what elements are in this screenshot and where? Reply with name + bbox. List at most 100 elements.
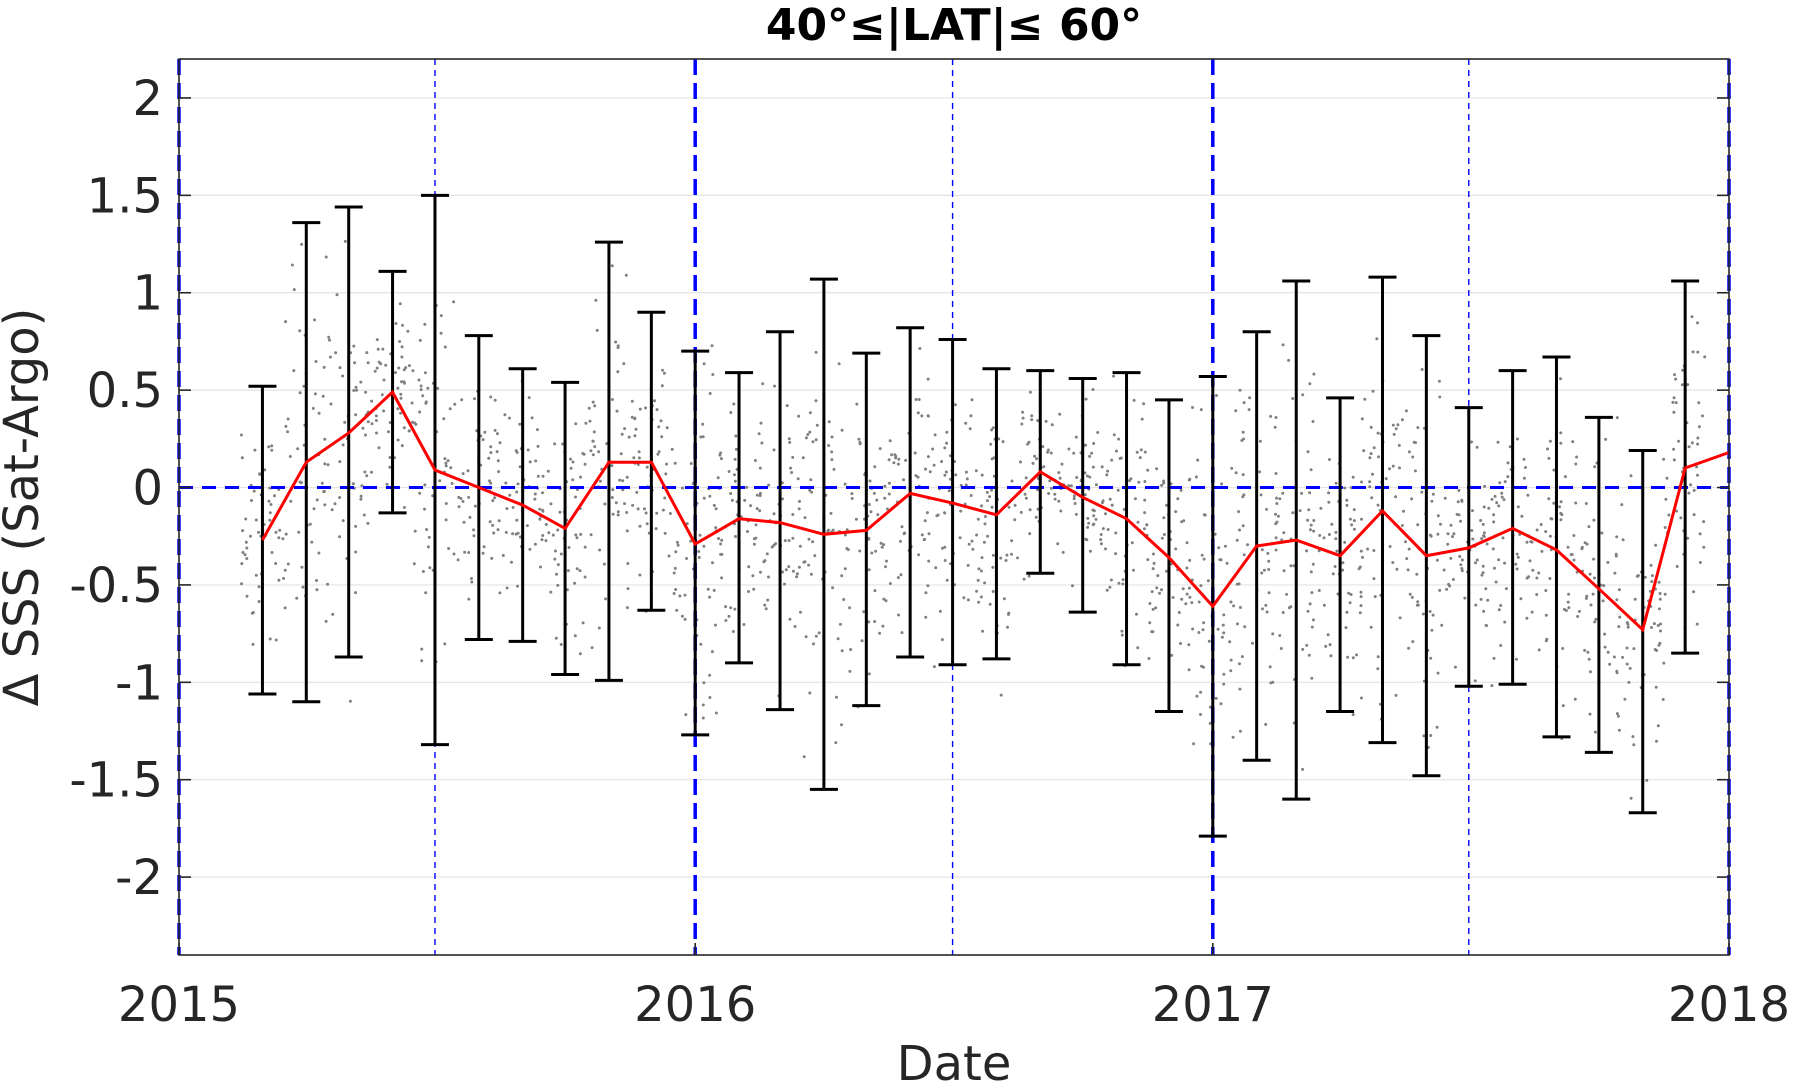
scatter-point bbox=[1655, 649, 1659, 652]
scatter-point bbox=[1099, 533, 1103, 536]
scatter-point bbox=[625, 511, 629, 514]
x-tick-label: 2016 bbox=[634, 977, 756, 1033]
scatter-point bbox=[1042, 465, 1046, 469]
scatter-point bbox=[1109, 578, 1113, 582]
scatter-point bbox=[610, 398, 614, 401]
scatter-point bbox=[1547, 456, 1551, 460]
scatter-point bbox=[1408, 592, 1412, 596]
scatter-point bbox=[1327, 458, 1331, 461]
scatter-point bbox=[1232, 604, 1236, 608]
scatter-point bbox=[672, 571, 676, 575]
scatter-point bbox=[767, 483, 771, 487]
scatter-point bbox=[322, 365, 326, 369]
scatter-point bbox=[614, 340, 618, 344]
scatter-point bbox=[1309, 523, 1313, 527]
scatter-point bbox=[917, 553, 921, 557]
scatter-point bbox=[574, 422, 578, 426]
scatter-point bbox=[444, 464, 448, 468]
scatter-point bbox=[1588, 712, 1592, 716]
scatter-point bbox=[1535, 593, 1539, 596]
scatter-point bbox=[418, 338, 422, 342]
scatter-point bbox=[571, 478, 575, 482]
scatter-point bbox=[1024, 496, 1028, 500]
scatter-point bbox=[1119, 456, 1123, 460]
scatter-point bbox=[284, 424, 288, 428]
scatter-point bbox=[1106, 469, 1110, 473]
scatter-point bbox=[268, 518, 272, 522]
scatter-point bbox=[1030, 414, 1034, 418]
y-tick-label: -2 bbox=[115, 850, 163, 906]
scatter-point bbox=[1369, 452, 1373, 456]
scatter-point bbox=[496, 528, 500, 532]
scatter-point bbox=[1549, 517, 1553, 521]
scatter-point bbox=[379, 362, 383, 366]
scatter-point bbox=[1567, 592, 1571, 596]
scatter-point bbox=[489, 481, 493, 485]
scatter-point bbox=[377, 446, 381, 450]
scatter-point bbox=[953, 403, 957, 407]
scatter-point bbox=[364, 433, 367, 437]
scatter-point bbox=[734, 535, 737, 538]
scatter-point bbox=[302, 384, 306, 388]
scatter-point bbox=[760, 441, 764, 445]
scatter-point bbox=[967, 542, 971, 546]
scatter-point bbox=[712, 503, 716, 507]
scatter-point bbox=[583, 575, 587, 579]
scatter-point bbox=[764, 607, 768, 611]
scatter-point bbox=[1574, 501, 1578, 505]
scatter-point bbox=[1259, 493, 1263, 497]
scatter-point bbox=[1156, 574, 1160, 578]
scatter-point bbox=[1335, 549, 1339, 553]
scatter-point bbox=[1525, 616, 1529, 620]
scatter-point bbox=[838, 622, 842, 626]
scatter-point bbox=[597, 626, 601, 630]
scatter-point bbox=[1672, 447, 1676, 451]
scatter-point bbox=[1002, 597, 1006, 601]
scatter-point bbox=[1034, 515, 1038, 519]
scatter-point bbox=[1346, 655, 1350, 659]
scatter-point bbox=[1333, 565, 1337, 568]
scatter-point bbox=[1143, 498, 1147, 502]
scatter-point bbox=[1028, 508, 1032, 512]
scatter-point bbox=[1516, 555, 1520, 559]
scatter-point bbox=[633, 417, 637, 421]
scatter-point bbox=[505, 586, 509, 590]
scatter-point bbox=[1559, 441, 1563, 445]
scatter-point bbox=[1182, 519, 1186, 523]
scatter-point bbox=[811, 440, 815, 444]
scatter-point bbox=[1486, 598, 1490, 602]
scatter-point bbox=[286, 430, 290, 434]
scatter-point bbox=[1702, 545, 1706, 549]
mean-line-group bbox=[261, 389, 1730, 633]
scatter-point bbox=[571, 460, 575, 464]
scatter-point bbox=[534, 459, 538, 463]
scatter-point bbox=[315, 579, 318, 582]
scatter-point bbox=[1322, 536, 1326, 540]
scatter-point bbox=[328, 355, 332, 359]
scatter-point bbox=[1241, 524, 1245, 528]
scatter-point bbox=[424, 400, 428, 404]
scatter-point bbox=[979, 595, 983, 599]
scatter-point bbox=[556, 583, 560, 587]
scatter-point bbox=[1104, 547, 1107, 551]
scatter-point bbox=[551, 533, 555, 537]
scatter-point bbox=[1121, 582, 1125, 586]
scatter-point bbox=[292, 288, 296, 292]
scatter-point bbox=[678, 594, 682, 598]
scatter-point bbox=[515, 450, 519, 454]
scatter-point bbox=[850, 497, 854, 500]
scatter-point bbox=[598, 548, 602, 552]
scatter-point bbox=[467, 551, 471, 554]
scatter-point bbox=[965, 477, 969, 481]
scatter-point bbox=[1571, 440, 1575, 444]
scatter-point bbox=[1185, 541, 1189, 545]
scatter-point bbox=[1456, 500, 1460, 504]
scatter-point bbox=[380, 393, 384, 397]
scatter-point bbox=[314, 360, 318, 363]
scatter-point bbox=[341, 443, 345, 447]
scatter-point bbox=[1352, 508, 1356, 512]
scatter-point bbox=[869, 510, 873, 514]
scatter-point bbox=[1179, 488, 1183, 492]
scatter-point bbox=[988, 495, 992, 499]
scatter-point bbox=[1240, 655, 1244, 659]
